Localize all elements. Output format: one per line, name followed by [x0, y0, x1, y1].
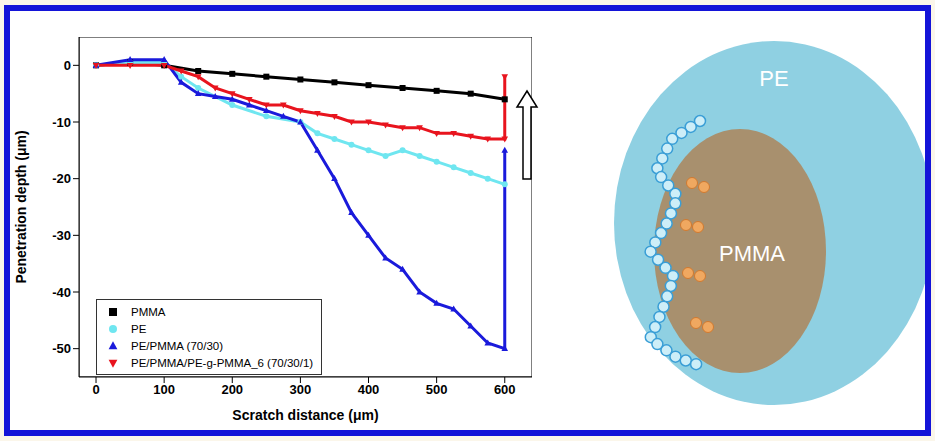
svg-text:-50: -50 — [52, 341, 71, 356]
svg-text:100: 100 — [153, 382, 175, 397]
svg-text:Scratch distance (μm): Scratch distance (μm) — [232, 407, 378, 423]
svg-text:300: 300 — [290, 382, 312, 397]
svg-text:-40: -40 — [52, 285, 71, 300]
svg-text:0: 0 — [64, 58, 71, 73]
html-text:PE: PE — [131, 322, 147, 335]
svg-text:-10: -10 — [52, 115, 71, 130]
svg-text:500: 500 — [426, 382, 448, 397]
svg-text:400: 400 — [358, 382, 380, 397]
svg-text:-30: -30 — [52, 228, 71, 243]
svg-text:-20: -20 — [52, 171, 71, 186]
svg-text:200: 200 — [221, 382, 243, 397]
svg-text:Penetration depth (μm): Penetration depth (μm) — [13, 130, 29, 283]
svg-text:PMMA: PMMA — [719, 241, 785, 266]
svg-text:600: 600 — [494, 382, 516, 397]
svg-text:PE: PE — [759, 66, 788, 91]
html-text:PE/PMMA (70/30): PE/PMMA (70/30) — [131, 339, 223, 352]
svg-text:0: 0 — [92, 382, 99, 397]
html-text:PMMA: PMMA — [131, 305, 166, 318]
html-text:PE/PMMA/PE-g-PMMA_6 (70/30/1): PE/PMMA/PE-g-PMMA_6 (70/30/1) — [131, 356, 314, 369]
